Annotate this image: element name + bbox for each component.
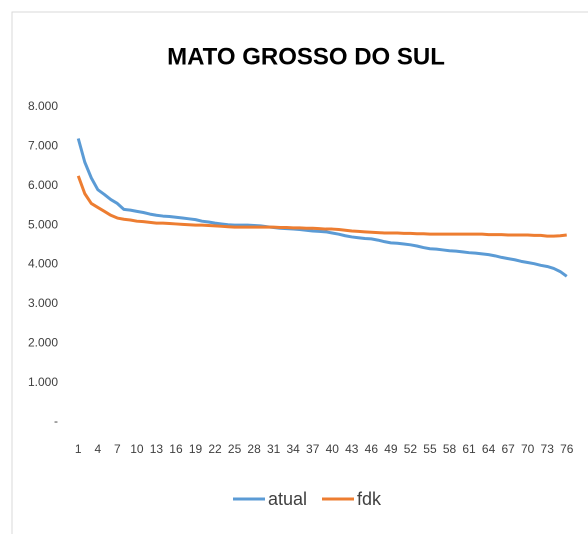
legend-label: fdk <box>357 489 382 509</box>
x-tick-label: 37 <box>306 442 320 456</box>
series-line <box>76 175 567 238</box>
x-tick-label: 67 <box>501 442 515 456</box>
y-tick-label: 3.000 <box>28 296 58 310</box>
x-tick-label: 4 <box>94 442 101 456</box>
chart-border <box>11 11 588 534</box>
y-tick-label: 7.000 <box>28 139 58 153</box>
x-tick-label: 7 <box>114 442 121 456</box>
y-tick-label: 2.000 <box>28 335 58 349</box>
x-tick-label: 1 <box>75 442 82 456</box>
x-tick-label: 61 <box>462 442 476 456</box>
x-tick-label: 40 <box>326 442 340 456</box>
x-tick-label: 43 <box>345 442 359 456</box>
y-tick-label: 1.000 <box>28 375 58 389</box>
y-tick-label: 5.000 <box>28 217 58 231</box>
x-tick-label: 70 <box>521 442 535 456</box>
x-tick-label: 64 <box>482 442 496 456</box>
legend-label: atual <box>268 489 307 509</box>
y-tick-label: 6.000 <box>28 178 58 192</box>
x-tick-label: 16 <box>169 442 183 456</box>
x-tick-label: 22 <box>208 442 222 456</box>
x-tick-label: 31 <box>267 442 281 456</box>
chart-title: MATO GROSSO DO SUL <box>167 43 445 70</box>
x-tick-label: 28 <box>247 442 261 456</box>
x-tick-label: 76 <box>560 442 574 456</box>
x-tick-label: 19 <box>189 442 203 456</box>
x-tick-label: 13 <box>150 442 164 456</box>
x-tick-label: 46 <box>365 442 379 456</box>
x-tick-label: 34 <box>287 442 301 456</box>
x-tick-label: 49 <box>384 442 398 456</box>
y-tick-label: 8.000 <box>28 99 58 113</box>
y-tick-label: - <box>54 414 58 428</box>
x-tick-label: 10 <box>130 442 144 456</box>
x-tick-label: 58 <box>443 442 457 456</box>
x-tick-label: 55 <box>423 442 437 456</box>
x-tick-label: 52 <box>404 442 418 456</box>
series-line <box>76 138 568 278</box>
x-tick-label: 25 <box>228 442 242 456</box>
x-tick-label: 73 <box>541 442 555 456</box>
y-tick-label: 4.000 <box>28 257 58 271</box>
